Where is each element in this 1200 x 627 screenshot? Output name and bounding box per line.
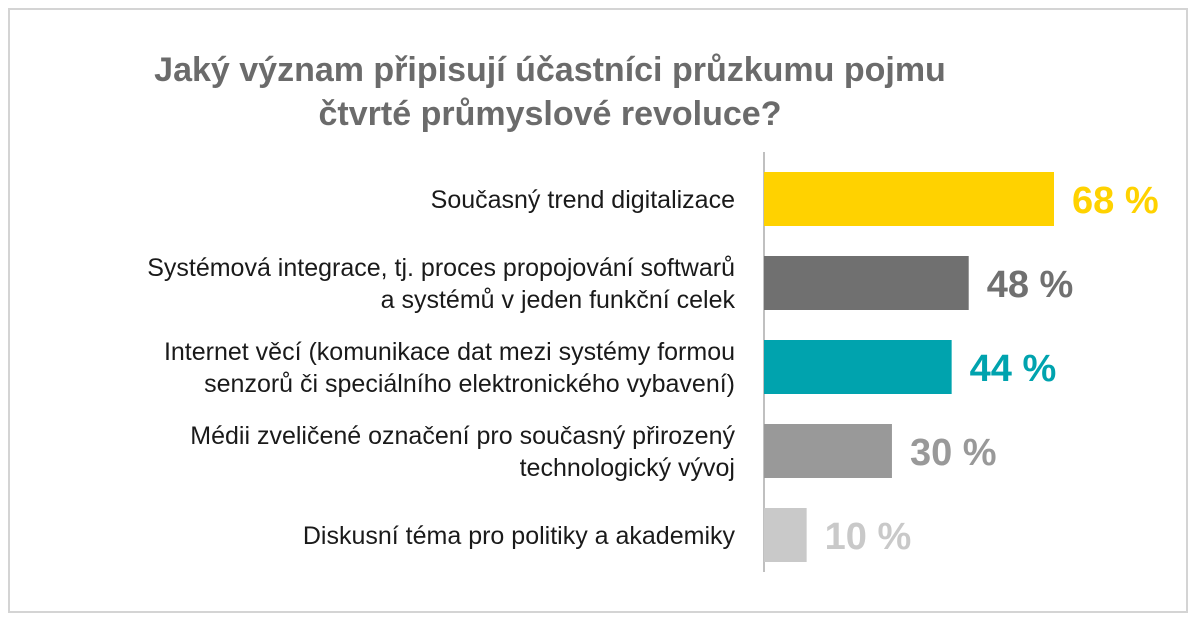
chart-title-line-1: Jaký význam připisují účastníci průzkumu…: [154, 51, 946, 89]
bar-2: [764, 256, 969, 310]
chart-frame: [8, 8, 1188, 613]
category-label-2-line-1: Systémová integrace, tj. proces propojov…: [147, 254, 735, 282]
chart-title-line-2: čtvrté průmyslové revoluce?: [318, 95, 782, 133]
category-label-4-line-2: technologický vývoj: [520, 454, 735, 482]
category-label-2-line-2: a systémů v jeden funkční celek: [381, 286, 736, 314]
category-label-3-line-2: senzorů či speciálního elektronického vy…: [204, 370, 735, 398]
value-label-4: 30 %: [910, 432, 997, 474]
category-label-1-line-1: Současný trend digitalizace: [431, 186, 735, 214]
value-label-2: 48 %: [987, 264, 1074, 306]
category-label-4-line-1: Médii zveličené označení pro současný př…: [190, 422, 735, 450]
value-label-1: 68 %: [1072, 180, 1159, 222]
category-label-5-line-1: Diskusní téma pro politiky a akademiky: [303, 522, 736, 550]
chart-title: Jaký význam připisují účastníci průzkumu…: [0, 48, 1100, 136]
value-label-5: 10 %: [825, 516, 912, 558]
bar-4: [764, 424, 892, 478]
category-label-3-line-1: Internet věcí (komunikace dat mezi systé…: [164, 338, 735, 366]
bar-3: [764, 340, 952, 394]
value-label-3: 44 %: [970, 348, 1057, 390]
bar-1: [764, 172, 1054, 226]
bar-5: [764, 508, 807, 562]
